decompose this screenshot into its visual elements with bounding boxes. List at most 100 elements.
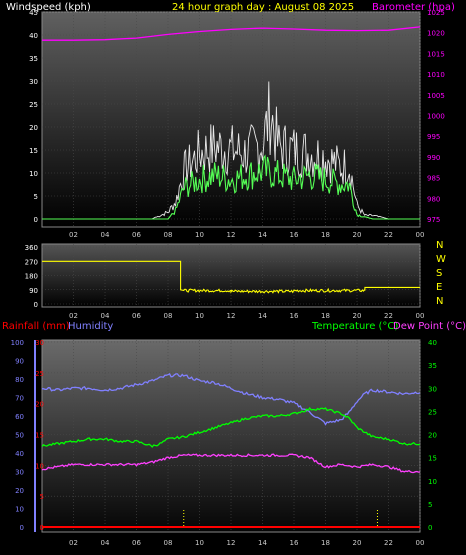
x-tick-label: 14 [258,231,267,239]
humidity-tick-label: 60 [15,413,24,421]
x-tick-label: 20 [353,539,362,547]
wind-series [42,26,421,220]
y-right-tick-label: 1025 [427,9,445,17]
compass-label: W [436,254,446,265]
humidity-tick-label: 80 [15,376,24,384]
x-tick-label: 12 [227,539,236,547]
y-left-tick-label: 40 [29,32,38,40]
compass-label: S [436,268,442,279]
humidity-tick-label: 70 [15,395,24,403]
direction-tick-label: 0 [34,301,38,309]
y-right-tick-label: 980 [427,195,440,203]
y-left-tick-label: 25 [29,101,38,109]
x-tick-label: 16 [290,312,299,320]
humidity-tick-label: 100 [11,339,24,347]
y-left-tick-label: 30 [29,78,38,86]
x-tick-label: 06 [132,539,141,547]
x-tick-label: 02 [69,231,78,239]
windspeed-label: Windspeed (kph) [6,2,91,13]
humidity-tick-label: 30 [15,469,24,477]
x-tick-label: 04 [101,231,110,239]
rain-tick-label: 5 [40,493,44,501]
rain-tick-label: 0 [40,524,44,532]
temp-tick-label: 30 [428,385,437,393]
chart-title: 24 hour graph day : August 08 2025 [172,2,354,13]
x-tick-label: 10 [195,312,204,320]
temp-tick-label: 5 [428,501,432,509]
x-tick-label: 04 [101,312,110,320]
temp-tick-label: 15 [428,455,437,463]
x-tick-label: 06 [132,312,141,320]
x-tick-label: 08 [164,231,173,239]
x-tick-label: 20 [353,312,362,320]
humidity-tick-label: 40 [15,450,24,458]
x-tick-label: 22 [384,539,393,547]
x-tick-label: 14 [258,539,267,547]
x-tick-label: 16 [290,539,299,547]
temp-tick-label: 0 [428,524,432,532]
x-tick-label: 18 [321,312,330,320]
x-tick-label: 04 [101,539,110,547]
y-right-tick-label: 1010 [427,71,445,79]
y-right-tick-label: 1020 [427,30,445,38]
wind-average-line [42,154,420,220]
x-tick-label: 00 [416,539,425,547]
humidity-axis-bar [34,340,36,532]
x-tick-label: 16 [290,231,299,239]
x-tick-label: 22 [384,231,393,239]
y-right-tick-label: 995 [427,133,440,141]
y-right-tick-label: 1015 [427,50,445,58]
temp-axis-ticks: 0102030405060708090100051015202530051015… [11,339,437,547]
humidity-tick-label: 50 [15,432,24,440]
x-tick-label: 20 [353,231,362,239]
humidity-tick-label: 20 [15,487,24,495]
y-left-tick-label: 0 [34,216,38,224]
x-tick-label: 10 [195,539,204,547]
x-tick-label: 02 [69,312,78,320]
humidity-line [41,373,421,426]
compass-label: N [436,296,443,307]
direction-tick-label: 90 [29,287,38,295]
dewpoint-label: Dew Point (°C) [393,321,466,332]
y-left-tick-label: 45 [29,9,38,17]
y-right-tick-label: 1000 [427,113,445,121]
direction-tick-label: 360 [25,244,38,252]
rain-tick-label: 30 [35,339,44,347]
temp-tick-label: 35 [428,362,437,370]
x-tick-label: 00 [416,231,425,239]
direction-line [42,260,420,294]
x-tick-label: 14 [258,312,267,320]
direction-tick-label: 180 [25,273,38,281]
y-right-tick-label: 990 [427,154,440,162]
x-tick-label: 22 [384,312,393,320]
x-tick-label: 02 [69,539,78,547]
x-tick-label: 08 [164,539,173,547]
wind-panel-background [41,11,421,228]
temp-tick-label: 40 [428,339,437,347]
y-left-tick-label: 10 [29,170,38,178]
compass-label: E [436,282,442,293]
y-left-tick-label: 20 [29,124,38,132]
y-left-tick-label: 5 [34,193,38,201]
direction-tick-label: 270 [25,258,38,266]
temperature-label: Temperature (°C) [311,321,398,332]
y-right-tick-label: 975 [427,216,440,224]
rain-tick-label: 20 [35,401,44,409]
compass-label: N [436,240,443,251]
barometer-label: Barometer (hpa) [372,2,455,13]
temp-tick-label: 25 [428,408,437,416]
x-tick-label: 12 [227,312,236,320]
x-tick-label: 06 [132,231,141,239]
y-right-tick-label: 1005 [427,92,445,100]
x-tick-label: 12 [227,231,236,239]
wind-grid [42,11,421,227]
y-left-tick-label: 35 [29,55,38,63]
x-tick-label: 00 [416,312,425,320]
humidity-tick-label: 90 [15,358,24,366]
temperature-line [41,406,421,448]
x-tick-label: 08 [164,312,173,320]
temp-tick-label: 10 [428,478,437,486]
rainfall-label: Rainfall (mm) [2,321,70,332]
